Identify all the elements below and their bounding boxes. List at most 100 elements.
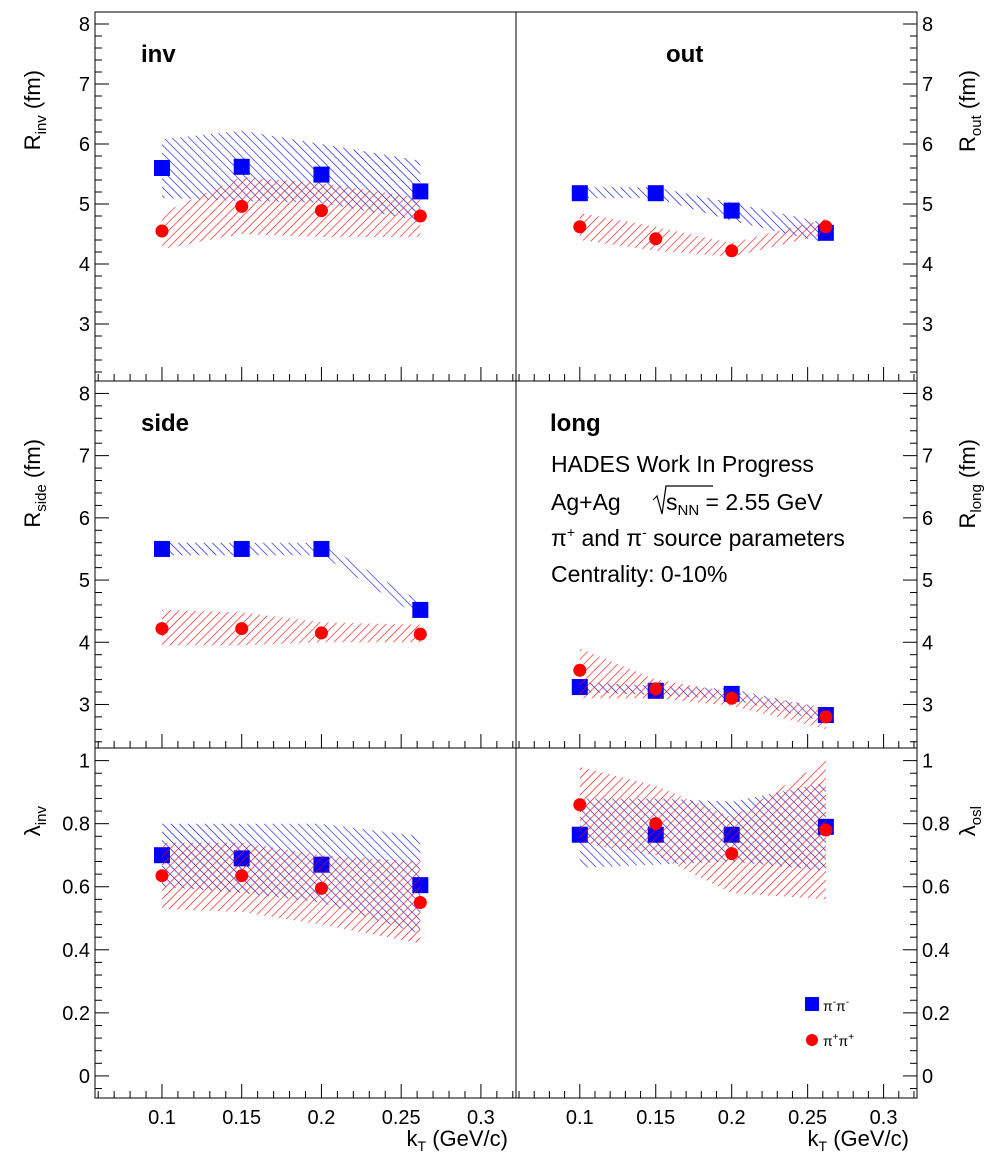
panel-inv: 3 4 5 6 7 8 inv Rinv (fm): [20, 11, 517, 382]
panel-tag-out: out: [666, 41, 703, 68]
y-tick-label: 5: [79, 194, 90, 216]
info-line-2-sqrt: sNN = 2.55 GeV: [666, 489, 823, 519]
data-point: [155, 224, 169, 238]
info-line-4: Centrality: 0-10%: [551, 561, 727, 587]
x-tick-label: 0.3: [870, 1107, 898, 1129]
series-pip: [573, 213, 833, 258]
y-tick-label: 6: [79, 134, 90, 156]
x-tick-label: 0.3: [467, 1107, 495, 1129]
data-point: [314, 204, 328, 218]
y-tick-label: 0.8: [922, 814, 950, 836]
y-tick-label: 0.4: [922, 940, 950, 962]
data-point: [235, 869, 249, 883]
x-tick-label: 0.25: [382, 1107, 421, 1129]
y-tick-label: 3: [922, 694, 933, 716]
legend: π-π-π+π+: [805, 997, 854, 1049]
y-tick-label: 7: [79, 74, 90, 96]
data-point: [412, 183, 429, 200]
data-point: [153, 540, 170, 557]
series-pip: [155, 842, 427, 944]
series-pip: [155, 609, 427, 646]
y-tick-label: 5: [922, 570, 933, 592]
panel-out: 3 4 5 6 7 8 out Rout (fm): [515, 11, 985, 382]
series-pip: [573, 760, 833, 900]
systematic-band: [579, 648, 826, 730]
data-point: [573, 220, 587, 234]
info-block: HADES Work In Progress Ag+Ag sNN = 2.55 Ge…: [551, 451, 845, 587]
panel-frame: [94, 747, 517, 1099]
data-point: [573, 798, 587, 812]
data-point: [413, 627, 427, 641]
y-tick-label: 8: [79, 383, 90, 405]
data-point: [649, 682, 663, 696]
y-tick-label: 0.2: [922, 1003, 950, 1025]
x-tick-label: 0.2: [718, 1107, 746, 1129]
data-point: [573, 663, 587, 677]
data-point: [725, 691, 739, 705]
y-tick-label: 8: [79, 14, 90, 36]
data-point: [235, 622, 249, 636]
data-point: [819, 823, 833, 837]
y-tick-label: 4: [79, 254, 90, 276]
data-point: [819, 220, 833, 234]
systematic-band: [579, 213, 826, 257]
y-tick-label: 1: [922, 751, 933, 773]
x-tick-label: 0.15: [636, 1107, 675, 1129]
y-tick-label: 8: [922, 383, 933, 405]
y-tick-label: 3: [922, 314, 933, 336]
series-pip: [155, 177, 427, 249]
data-point: [819, 710, 833, 724]
y-tick-label: 4: [922, 632, 933, 654]
x-tick-label: 0.15: [222, 1107, 261, 1129]
data-point: [647, 185, 664, 202]
data-point: [313, 166, 330, 183]
panel-side: 3 4 5 6 7 8 side Rside (fm): [20, 380, 517, 749]
info-line-1: HADES Work In Progress: [551, 451, 814, 477]
data-point: [725, 847, 739, 861]
info-line-3: π+ and π- source parameters: [551, 524, 845, 551]
data-point: [155, 869, 169, 883]
y-tick-label: 3: [79, 694, 90, 716]
y-tick-label: 0: [79, 1066, 90, 1088]
x-tick-label: 0.1: [566, 1107, 594, 1129]
legend-label-pim: π-π-: [823, 997, 849, 1014]
x-tick-label: 0.2: [308, 1107, 336, 1129]
y-tick-label: 7: [922, 74, 933, 96]
data-point: [153, 160, 170, 176]
x-axis-label: kT (GeV/c): [407, 1126, 508, 1153]
data-point: [313, 540, 330, 557]
y-tick-label: 0: [922, 1066, 933, 1088]
y-tick-label: 0.6: [62, 877, 90, 899]
y-axis-label-side: Rside (fm): [20, 439, 50, 528]
y-tick-label: 4: [79, 632, 90, 654]
info-line-2: Ag+Ag: [551, 489, 621, 515]
legend-label-pip: π+π+: [823, 1032, 854, 1049]
y-tick-label: 5: [922, 194, 933, 216]
systematic-band: [162, 842, 421, 944]
y-tick-label: 6: [922, 508, 933, 530]
y-tick-label: 0.2: [62, 1003, 90, 1025]
data-point: [314, 881, 328, 895]
y-axis-label-inv: Rinv (fm): [20, 70, 50, 150]
panel-tag-side: side: [141, 410, 189, 437]
panel-tag-long: long: [550, 410, 601, 437]
y-axis-label-lambda_osl: λosl: [955, 806, 985, 836]
systematic-band: [579, 187, 826, 243]
y-tick-label: 0.4: [62, 940, 90, 962]
series-pim: [153, 540, 429, 618]
x-tick-label: 0.1: [148, 1107, 176, 1129]
legend-marker-pip: [806, 1034, 818, 1046]
y-tick-label: 0.6: [922, 877, 950, 899]
data-point: [723, 202, 740, 219]
x-tick-label: 0.25: [788, 1107, 827, 1129]
y-tick-label: 7: [922, 446, 933, 468]
data-point: [413, 209, 427, 223]
y-tick-label: 3: [79, 314, 90, 336]
systematic-band: [162, 542, 421, 618]
data-point: [235, 199, 249, 213]
data-point: [725, 244, 739, 258]
y-axis-label-long: Rlong (fm): [955, 439, 985, 528]
y-tick-label: 1: [79, 751, 90, 773]
panel-lambda_osl: 0 0.2 0.4 0.6 0.8 1 λosl 0.1 0.15 0.2 0.25 0.3kT (G…: [515, 747, 985, 1153]
